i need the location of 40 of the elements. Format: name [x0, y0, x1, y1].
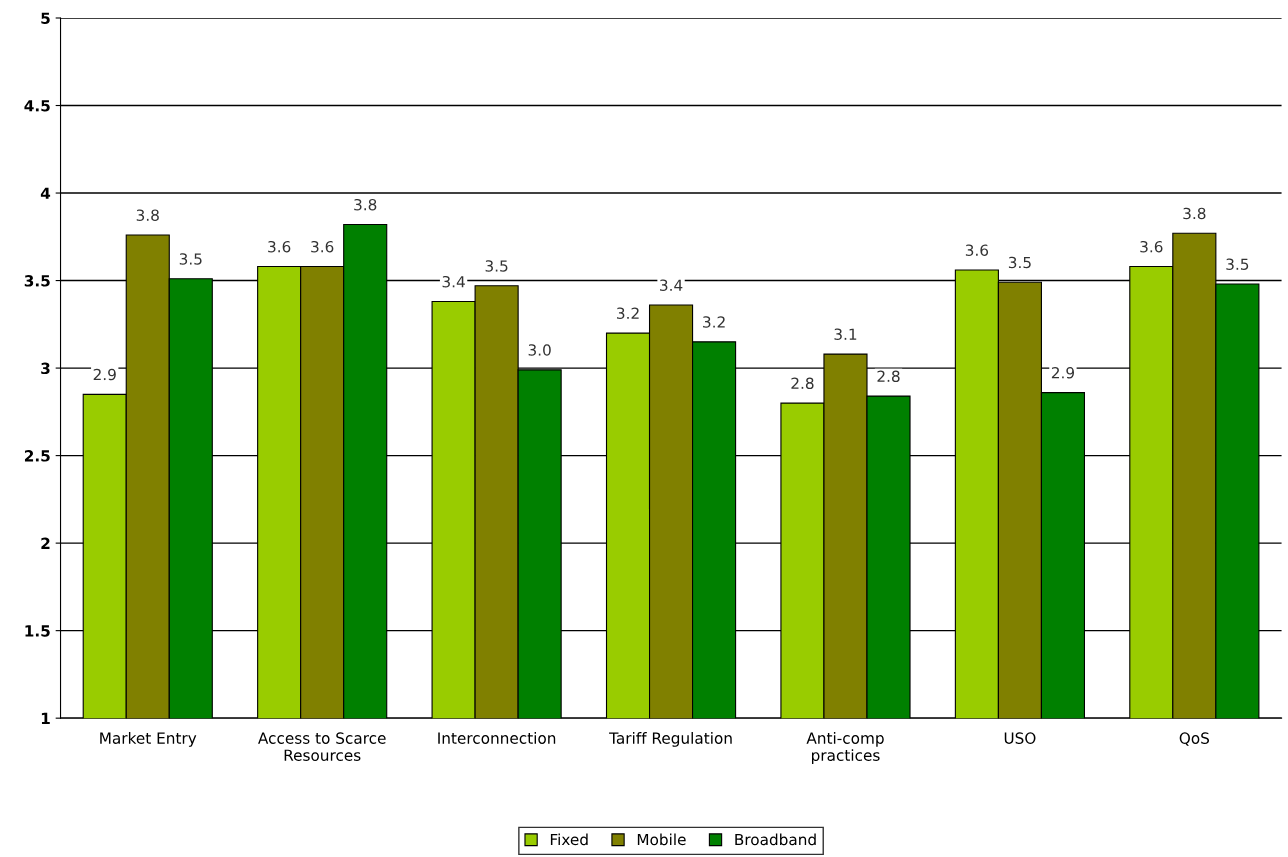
data-label: 3.8 — [1183, 207, 1206, 220]
legend-label: Broadband — [735, 833, 816, 846]
data-label: 2.9 — [93, 368, 116, 381]
data-label: 3.0 — [528, 344, 551, 356]
x-tick-label: Access to Scarce Resources — [258, 732, 386, 761]
data-label: 3.8 — [136, 209, 159, 221]
y-tick-label: 1 — [41, 712, 50, 724]
data-label: 3.5 — [1226, 258, 1249, 270]
data-label: 3.2 — [617, 307, 639, 319]
data-label: 3.6 — [268, 240, 291, 253]
data-label: 3.4 — [660, 279, 683, 291]
y-tick-label: 3.5 — [24, 275, 50, 287]
y-tick-label: 4 — [40, 187, 51, 199]
x-tick-label: QoS — [1179, 732, 1210, 746]
x-tick-label: Anti-comp practices — [806, 732, 884, 764]
data-label: 3.8 — [354, 198, 377, 211]
y-tick-label: 5 — [41, 12, 50, 25]
data-label: 3.2 — [703, 316, 725, 328]
y-tick-label: 3 — [41, 362, 50, 375]
data-label: 2.8 — [877, 370, 900, 383]
data-label: 3.5 — [1008, 256, 1031, 269]
y-tick-label: 2 — [41, 537, 50, 549]
y-tick-label: 4.5 — [24, 100, 50, 112]
data-label: 3.6 — [1140, 240, 1163, 253]
y-tick-label: 1.5 — [25, 625, 50, 637]
data-label: 3.1 — [834, 328, 857, 341]
data-label: 3.6 — [311, 240, 334, 253]
x-tick-label: Tariff Regulation — [609, 732, 732, 747]
legend-label: Mobile — [637, 833, 686, 846]
y-tick-label: 2.5 — [24, 450, 50, 462]
data-label: 3.5 — [179, 253, 202, 265]
data-label: 3.4 — [442, 275, 465, 288]
data-label: 3.5 — [485, 260, 508, 272]
data-label: 3.6 — [965, 244, 989, 256]
data-label: 2.8 — [791, 377, 814, 390]
x-tick-label: Market Entry — [100, 732, 197, 747]
x-tick-label: Interconnection — [438, 732, 556, 744]
x-tick-label: USO — [1004, 732, 1036, 744]
legend-label: Fixed — [550, 833, 588, 846]
data-label: 2.9 — [1051, 366, 1075, 379]
